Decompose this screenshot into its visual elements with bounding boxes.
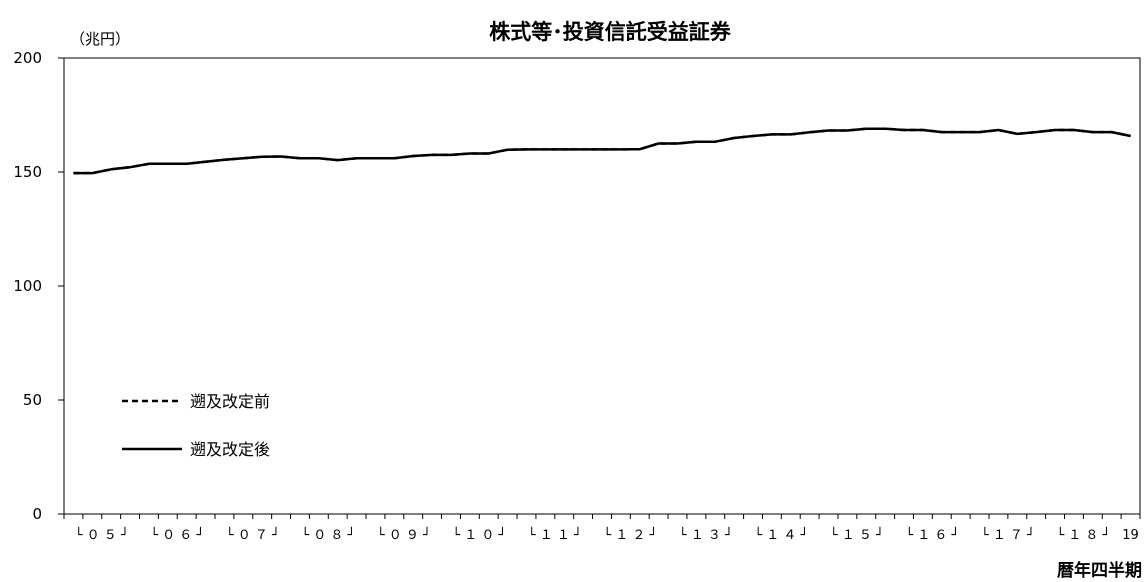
chart-title: 株式等･投資信託受益証券: [489, 20, 731, 44]
x-tick-label: └ １ ２ ┘: [603, 526, 657, 543]
y-tick-label: 150: [13, 163, 42, 181]
y-axis-ticks: 0 50 100 150 200: [13, 49, 64, 523]
y-tick-label: 50: [23, 391, 42, 409]
legend-label-2: 遡及改定後: [190, 440, 270, 459]
x-tick-label: └ １ ５ ┘: [830, 526, 884, 543]
x-tick-label: └ ０ ９ ┘: [377, 526, 431, 543]
x-tick-label: └ １ ８ ┘: [1056, 526, 1110, 543]
x-axis-unit-label: 暦年四半期: [1057, 561, 1142, 581]
y-tick-label: 0: [32, 505, 42, 523]
x-tick-label: 19: [1122, 528, 1139, 543]
x-tick-label: └ １ ４ ┘: [754, 526, 808, 543]
x-tick-label: └ ０ ６ ┘: [150, 526, 204, 543]
x-tick-label: └ １ ０ ┘: [452, 526, 506, 543]
x-tick-label: └ ０ ５ ┘: [75, 526, 129, 543]
chart-series: [73, 127, 1131, 175]
y-tick-label: 200: [13, 49, 42, 67]
x-tick-label: └ １ １ ┘: [528, 526, 582, 543]
x-tick-label: └ １ ７ ┘: [981, 526, 1035, 543]
x-tick-label: └ ０ ８ ┘: [301, 526, 355, 543]
x-axis-ticks: └ ０ ５ ┘ └ ０ ６ ┘ └ ０ ７ ┘ └ ０ ８ ┘ └ ０ ９ ┘ └ １ ０…: [63, 514, 1141, 543]
legend-label-1: 遡及改定前: [190, 392, 270, 411]
y-tick-label: 100: [13, 277, 42, 295]
x-tick-label: └ ０ ７ ┘: [226, 526, 280, 543]
series-line-1: [73, 127, 1131, 175]
x-tick-label: └ １ ３ ┘: [679, 526, 733, 543]
series-line-2: [73, 127, 1131, 175]
x-tick-label: └ １ ６ ┘: [905, 526, 959, 543]
y-axis-unit-label: （兆円）: [70, 30, 131, 48]
